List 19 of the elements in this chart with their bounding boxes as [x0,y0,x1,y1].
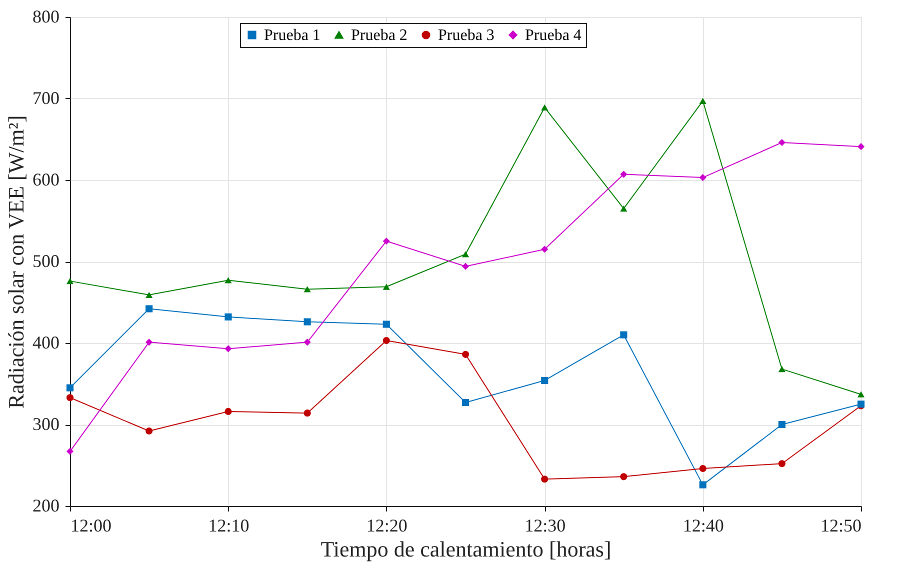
x-tick-label: 12:20 [366,516,408,536]
x-tick-label: 12:00 [70,516,112,536]
y-tick-label: 700 [32,88,60,108]
y-axis-title: Radiación solar con VEE [W/m²] [4,115,28,409]
y-tick-label: 400 [32,332,60,352]
y-tick-label: 800 [32,6,60,26]
y-tick-label: 300 [32,414,60,434]
legend-label: Prueba 2 [351,27,408,44]
x-axis-title: Tiempo de calentamiento [horas] [320,536,612,562]
x-tick-label: 12:50 [820,516,862,536]
x-tick-label: 12:30 [524,516,566,536]
x-tick-label: 12:10 [208,516,250,536]
legend-label: Prueba 4 [525,27,582,44]
y-tick-label: 200 [32,496,60,516]
y-tick-label: 500 [32,251,60,271]
y-tick-label: 600 [32,170,60,190]
legend-label: Prueba 3 [438,27,494,44]
x-tick-label: 12:40 [682,516,724,536]
legend-label: Prueba 1 [264,27,320,44]
